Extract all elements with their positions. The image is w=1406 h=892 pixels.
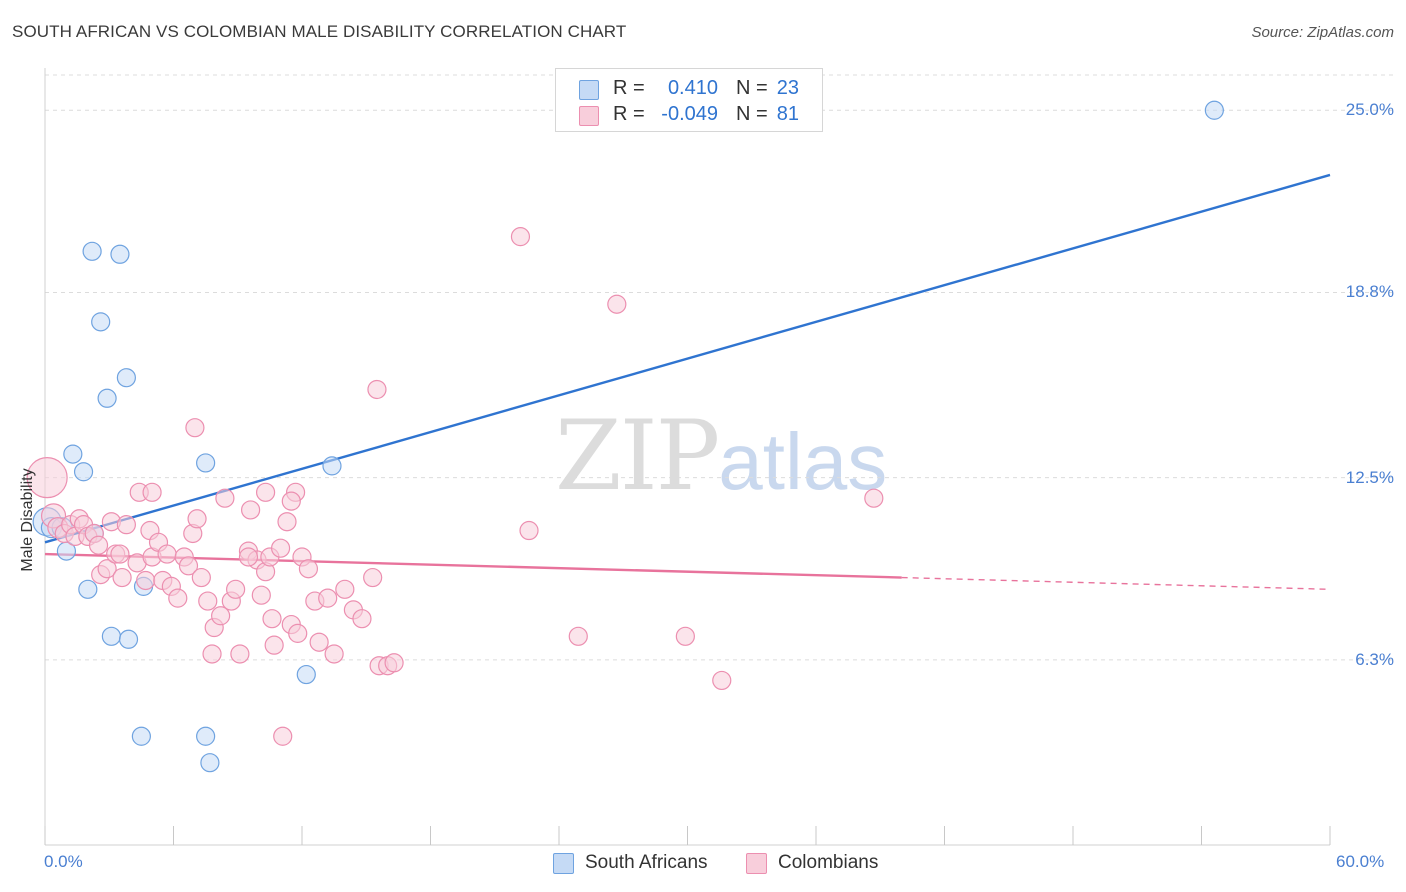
legend-row-south-africans: R = 0.410 N = 23 — [556, 77, 822, 101]
watermark-atlas: atlas — [718, 417, 888, 506]
south-african-point — [196, 726, 216, 746]
legend-swatch-pink — [746, 853, 767, 874]
colombian-point — [241, 500, 261, 520]
colombian-point — [335, 579, 355, 599]
colombian-point — [136, 570, 156, 591]
south-african-point — [196, 453, 216, 473]
trend-lines — [44, 173, 1331, 591]
south-african-point — [322, 456, 342, 476]
colombian-point — [26, 457, 68, 499]
colombian-point — [262, 609, 282, 629]
y-tick-label: 12.5% — [1345, 467, 1394, 487]
colombian-point — [202, 644, 222, 664]
y-tick-label: 25.0% — [1345, 100, 1394, 120]
source-credit: Source: ZipAtlas.com — [1251, 24, 1394, 41]
legend-swatch-pink — [579, 106, 599, 126]
colombian-point — [211, 606, 231, 626]
colombian-point — [230, 644, 250, 664]
colombian-point — [607, 294, 627, 314]
y-tick-label: 6.3% — [1355, 649, 1394, 669]
south-african-point — [131, 726, 151, 746]
axes — [44, 68, 1331, 846]
colombian-point — [712, 670, 732, 691]
colombian-point — [238, 547, 259, 567]
chart-title: SOUTH AFRICAN VS COLOMBIAN MALE DISABILI… — [12, 22, 627, 41]
colombian-point — [191, 567, 211, 588]
colombian-point — [185, 418, 205, 438]
south-african-trend-line — [44, 173, 1331, 544]
south-african-point — [91, 312, 111, 332]
colombian-point — [352, 609, 372, 629]
colombian-point — [309, 632, 329, 652]
colombian-point — [110, 544, 130, 564]
south-african-point — [101, 626, 121, 646]
colombian-point — [116, 515, 136, 535]
legend-r-label: R = — [613, 77, 645, 99]
colombian-point — [178, 556, 199, 576]
south-african-point — [63, 444, 83, 464]
colombian-point — [318, 588, 338, 608]
colombian-point — [384, 653, 404, 673]
legend-r-value: -0.049 — [661, 103, 718, 125]
legend-n-label: N = — [736, 103, 768, 125]
south-african-point — [116, 368, 136, 388]
correlation-legend: R = 0.410 N = 23 R = -0.049 N = 81 — [555, 68, 823, 132]
colombian-point — [864, 488, 884, 508]
colombian-point — [157, 544, 177, 564]
colombian-point — [142, 482, 162, 502]
legend-r-value: 0.410 — [667, 77, 718, 99]
x-tick-label-max: 60.0% — [1336, 852, 1385, 871]
south-african-point — [200, 753, 220, 773]
south-african-point — [1204, 100, 1224, 120]
colombian-trend-extension — [901, 576, 1331, 591]
y-axis-label: Male Disability — [19, 468, 36, 572]
colombian-point — [88, 535, 109, 555]
colombian-point — [168, 588, 188, 608]
south-african-point — [97, 388, 117, 408]
watermark: ZIPatlas — [555, 400, 887, 512]
south-african-point — [110, 244, 130, 264]
legend-n-label: N = — [736, 77, 768, 99]
colombian-point — [187, 509, 207, 529]
colombian-point — [519, 520, 539, 541]
colombian-point — [198, 591, 218, 611]
colombian-point — [568, 626, 588, 646]
y-tick-label: 18.8% — [1345, 282, 1394, 302]
colombian-point — [367, 379, 387, 400]
colombian-point — [298, 559, 319, 579]
colombian-point — [281, 491, 301, 511]
data-points — [26, 100, 1224, 773]
colombian-point — [215, 488, 235, 508]
colombian-point — [277, 512, 297, 532]
south-african-point — [82, 241, 102, 261]
south-african-point — [296, 664, 316, 685]
colombian-point — [288, 623, 308, 643]
colombian-point — [251, 585, 271, 605]
colombian-point — [97, 559, 117, 579]
legend-label-south-africans: South Africans — [585, 852, 708, 873]
watermark-zip: ZIP — [555, 400, 720, 512]
legend-label-colombians: Colombians — [778, 852, 879, 873]
colombian-point — [363, 567, 383, 588]
colombian-point — [273, 726, 293, 746]
legend-swatch-blue — [579, 80, 599, 100]
south-african-point — [78, 579, 98, 599]
colombian-point — [226, 579, 246, 599]
colombian-point — [324, 644, 344, 664]
legend-row-colombians: R = -0.049 N = 81 — [556, 103, 822, 127]
x-tick-label-min: 0.0% — [44, 852, 83, 871]
colombian-point — [255, 482, 276, 502]
colombian-point — [270, 538, 291, 558]
legend-r-label: R = — [613, 103, 645, 125]
legend-n-value: 81 — [776, 103, 799, 125]
legend-swatch-blue — [553, 853, 574, 874]
colombian-point — [510, 227, 531, 247]
south-african-point — [73, 462, 94, 482]
colombian-point — [675, 626, 695, 646]
colombian-point — [264, 635, 284, 655]
south-african-point — [118, 629, 139, 649]
colombian-point — [112, 567, 132, 588]
legend-n-value: 23 — [776, 77, 799, 99]
